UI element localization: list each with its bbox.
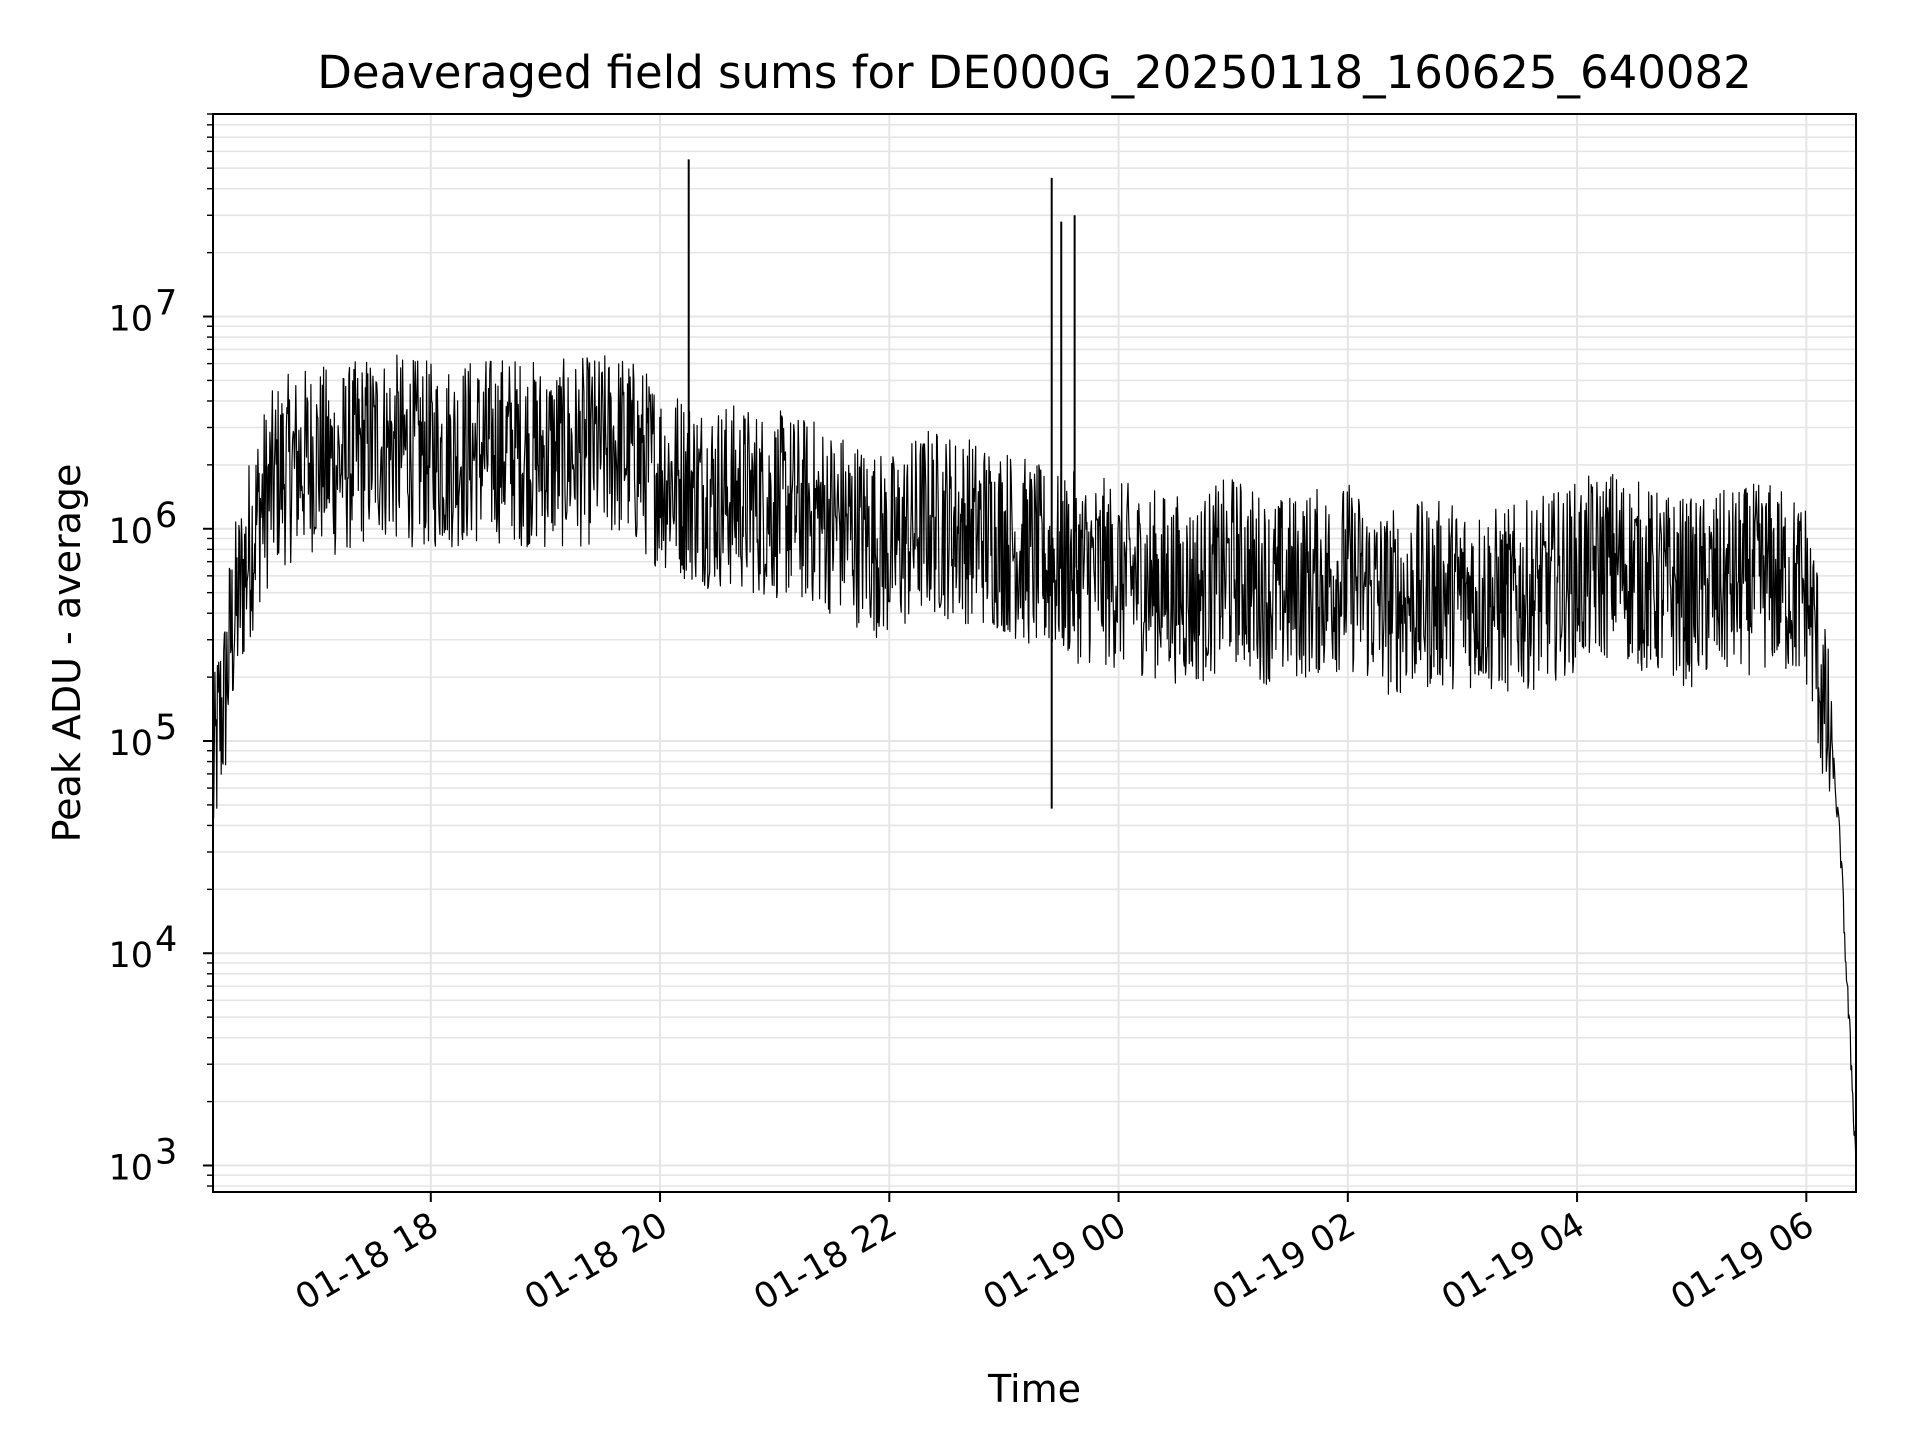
- y-tick-exponent: 7: [155, 284, 177, 324]
- y-tick-label: 10: [108, 512, 153, 552]
- y-tick-base: 10: [108, 724, 153, 764]
- y-tick-base: 10: [108, 1148, 153, 1188]
- y-tick-label: 10: [108, 724, 153, 764]
- series-layer: [212, 159, 1857, 1170]
- series-line: [212, 354, 1857, 1170]
- y-tick-exponent: 3: [155, 1132, 177, 1172]
- y-tick-base: 10: [108, 512, 153, 552]
- y-tick-base: 10: [108, 300, 153, 340]
- y-axis-label: Peak ADU - average: [45, 464, 89, 843]
- x-axis-label: Time: [987, 1367, 1081, 1411]
- y-tick-label: 10: [108, 1148, 153, 1188]
- y-tick-label: 10: [108, 936, 153, 976]
- grid: [213, 113, 1856, 1192]
- y-tick-exponent: 6: [155, 496, 177, 536]
- y-tick-label: 10: [108, 300, 153, 340]
- y-tick-base: 10: [108, 936, 153, 976]
- y-tick-exponent: 4: [155, 920, 177, 960]
- plot-frame: [212, 113, 1857, 1193]
- y-tick-exponent: 5: [155, 708, 177, 748]
- chart-title: Deaveraged field sums for DE000G_2025011…: [317, 46, 1752, 99]
